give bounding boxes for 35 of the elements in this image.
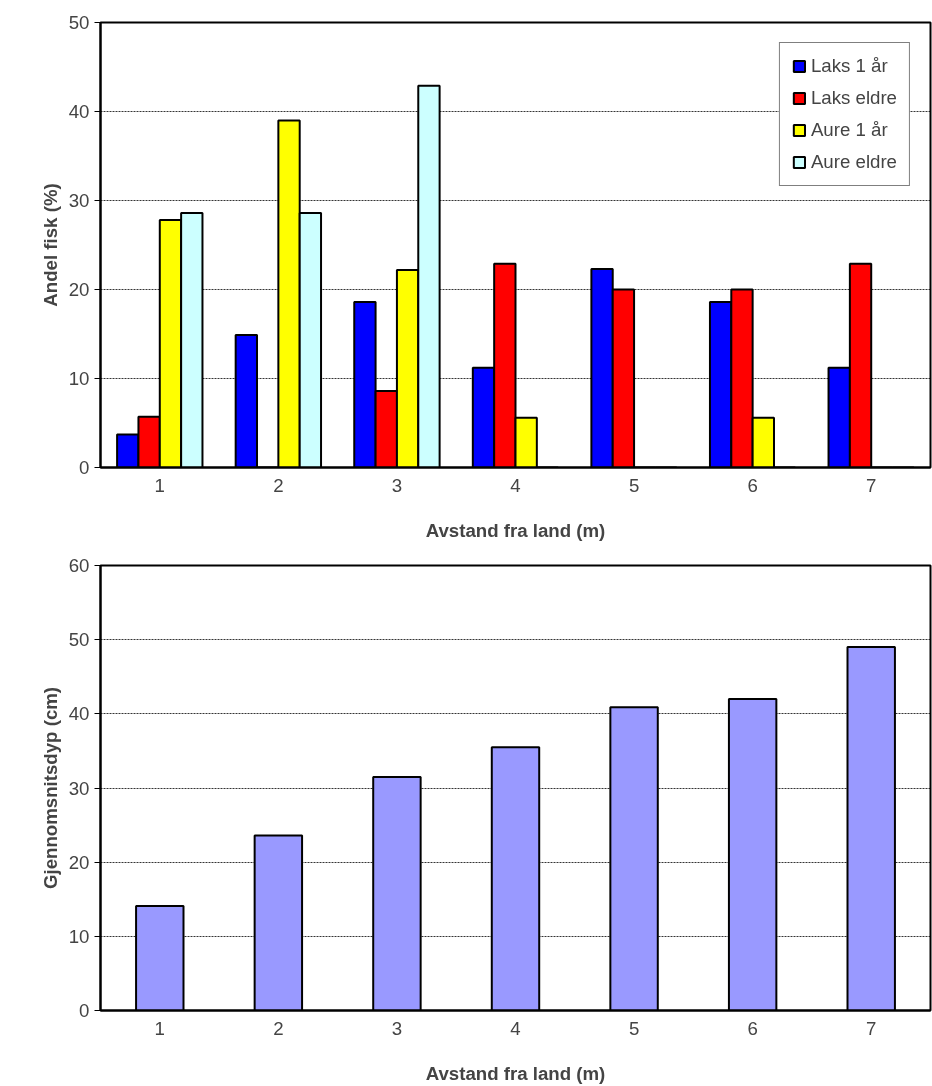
y-axis-title: Andel fisk (%) — [39, 183, 61, 307]
y-tick-label: 60 — [68, 555, 90, 576]
x-tick-label: 1 — [154, 474, 165, 496]
y-tick-label: 10 — [68, 368, 90, 389]
y-tick-label: 50 — [68, 629, 90, 651]
legend-label: Laks 1 år — [810, 55, 888, 77]
x-tick-label: 4 — [510, 1017, 521, 1039]
y-axis-title: Gjennomsnitsdyp (cm) — [39, 686, 61, 890]
y-tick-label: 50 — [68, 12, 90, 33]
x-tick-label: 7 — [866, 1017, 877, 1039]
x-axis-title: Avstand fra land (m) — [425, 519, 606, 541]
x-tick-label: 4 — [510, 474, 521, 496]
x-tick-label: 1 — [154, 1017, 165, 1039]
y-tick-label: 40 — [68, 101, 90, 122]
x-tick-label: 6 — [747, 474, 758, 496]
x-tick-label: 3 — [391, 474, 403, 496]
x-axis-title: Avstand fra land (m) — [425, 1062, 606, 1084]
y-tick-label: 0 — [79, 1000, 90, 1021]
y-tick-label: 40 — [68, 703, 90, 725]
y-tick-label: 30 — [68, 777, 90, 799]
y-tick-label: 0 — [79, 457, 90, 478]
x-tick-label: 2 — [273, 1017, 284, 1039]
x-tick-label: 3 — [391, 1017, 403, 1039]
x-tick-label: 6 — [747, 1017, 758, 1039]
x-tick-label: 5 — [628, 1017, 640, 1039]
x-tick-label: 2 — [273, 474, 284, 496]
x-tick-label: 5 — [628, 474, 640, 496]
x-tick-label: 7 — [866, 474, 877, 496]
y-tick-label: 20 — [68, 279, 90, 300]
y-tick-label: 20 — [68, 851, 90, 873]
y-tick-label: 30 — [68, 190, 90, 211]
legend-label: Aure 1 år — [810, 119, 888, 141]
legend-label: Laks eldre — [810, 87, 897, 109]
legend-label: Aure eldre — [810, 151, 897, 173]
y-tick-label: 10 — [68, 925, 90, 947]
